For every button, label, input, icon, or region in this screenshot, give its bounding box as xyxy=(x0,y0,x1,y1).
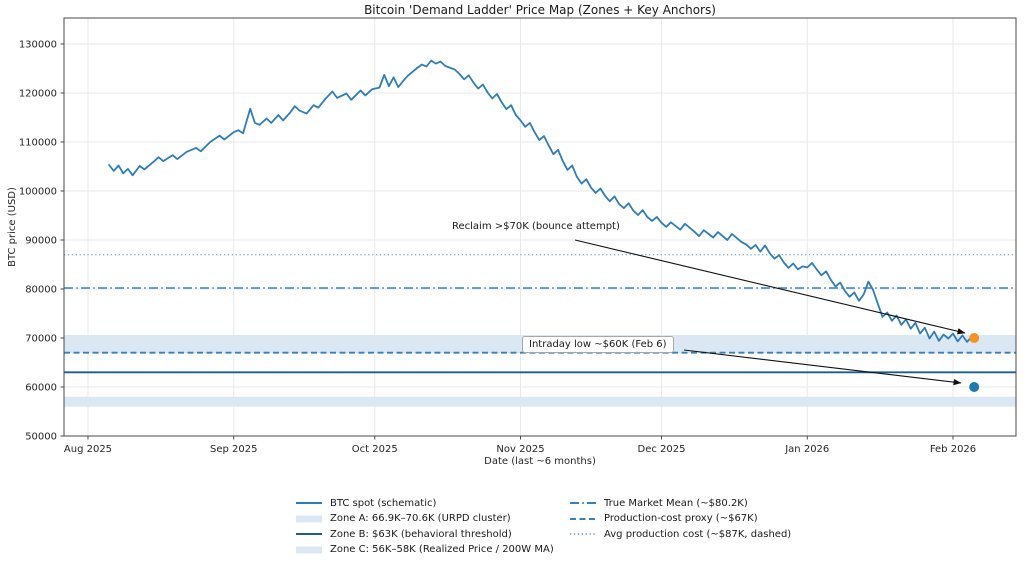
legend-label: Zone C: 56K–58K (Realized Price / 200W M… xyxy=(330,544,554,556)
annotation-intraday-low: Intraday low ~$60K (Feb 6) xyxy=(522,336,674,353)
legend-column-1: BTC spot (schematic) Zone A: 66.9K–70.6K… xyxy=(296,497,554,559)
zone-a-patch-swatch xyxy=(296,514,322,524)
plot-border xyxy=(63,17,1017,437)
y-tick-label: 110000 xyxy=(19,137,57,148)
zone-c-band xyxy=(64,396,1016,407)
x-tick-label: Feb 2026 xyxy=(930,444,976,455)
y-tick-label: 90000 xyxy=(25,235,57,246)
legend-item-zone-c: Zone C: 56K–58K (Realized Price / 200W M… xyxy=(296,543,554,555)
legend-item-avg-production-cost: Avg production cost (~$87K, dashed) xyxy=(570,528,791,540)
x-axis-label: Date (last ~6 months) xyxy=(484,456,596,467)
x-tick-label: Nov 2025 xyxy=(496,444,544,455)
x-tick-label: Sep 2025 xyxy=(210,444,257,455)
y-tick-label: 60000 xyxy=(25,382,57,393)
annotation-arrow-intraday-low xyxy=(683,349,962,386)
btc-spot-line-swatch xyxy=(296,498,322,508)
legend-label: Zone A: 66.9K–70.6K (URPD cluster) xyxy=(330,513,511,525)
legend-column-2: True Market Mean (~$80.2K) Production-co… xyxy=(570,497,791,543)
legend-label: True Market Mean (~$80.2K) xyxy=(604,497,748,509)
legend-label: Avg production cost (~$87K, dashed) xyxy=(604,528,792,540)
bounce-high-marker xyxy=(969,332,980,343)
legend-item-production-cost-proxy: Production-cost proxy (~$67K) xyxy=(570,512,791,524)
y-tick-label: 130000 xyxy=(19,39,57,50)
legend-label: Zone B: $63K (behavioral threshold) xyxy=(330,528,512,540)
dotted-line-swatch xyxy=(570,529,596,539)
x-tick-label: Aug 2025 xyxy=(64,444,112,455)
y-tick-label: 120000 xyxy=(19,88,57,99)
legend-item-true-market-mean: True Market Mean (~$80.2K) xyxy=(570,497,791,509)
legend-item-btc-spot: BTC spot (schematic) xyxy=(296,497,554,509)
annotation-arrow-reclaim-70k xyxy=(574,239,966,335)
dashed-line-swatch xyxy=(570,514,596,524)
legend-item-zone-a: Zone A: 66.9K–70.6K (URPD cluster) xyxy=(296,512,554,524)
y-tick-label: 80000 xyxy=(25,284,57,295)
plot-area: Aug 2025 Sep 2025 Oct 2025 Nov 2025 Dec 2025… xyxy=(19,17,1017,455)
y-tick-label: 100000 xyxy=(19,186,57,197)
y-tick-label: 50000 xyxy=(25,432,57,443)
legend-label: BTC spot (schematic) xyxy=(330,497,437,509)
intraday-low-marker xyxy=(969,381,980,392)
chart-title: Bitcoin 'Demand Ladder' Price Map (Zones… xyxy=(364,3,716,17)
y-tick-label: 70000 xyxy=(25,333,57,344)
x-tick-label: Jan 2026 xyxy=(784,444,829,455)
annotation-reclaim-70k: Reclaim >$70K (bounce attempt) xyxy=(452,221,620,232)
x-tick-label: Dec 2025 xyxy=(638,444,686,455)
zone-b-line-swatch xyxy=(296,529,322,539)
legend-item-zone-b: Zone B: $63K (behavioral threshold) xyxy=(296,528,554,540)
legend-label: Production-cost proxy (~$67K) xyxy=(604,513,758,525)
zone-c-patch-swatch xyxy=(296,545,322,555)
dashdot-line-swatch xyxy=(570,498,596,508)
x-tick-label: Oct 2025 xyxy=(352,444,398,455)
btc-spot-price-line xyxy=(108,59,976,343)
